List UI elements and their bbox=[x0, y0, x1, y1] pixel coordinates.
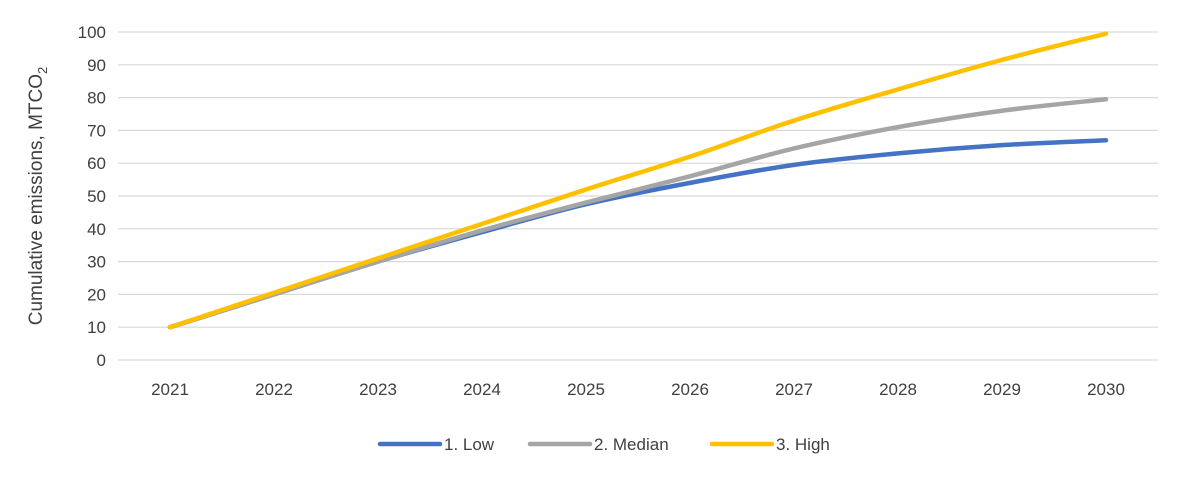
y-tick-label: 10 bbox=[87, 318, 106, 337]
x-tick-label: 2025 bbox=[567, 380, 605, 399]
series-lines bbox=[167, 31, 1109, 330]
y-axis-tick-labels: 0 10 20 30 40 50 60 70 80 90 100 bbox=[78, 23, 106, 370]
y-tick-label: 80 bbox=[87, 89, 106, 108]
x-tick-label: 2030 bbox=[1087, 380, 1125, 399]
series-line-3 bbox=[167, 31, 1109, 330]
y-tick-label: 0 bbox=[97, 351, 106, 370]
y-tick-label: 60 bbox=[87, 154, 106, 173]
x-axis-tick-labels: 2021 2022 2023 2024 2025 2026 2027 2028 2029 2030 bbox=[151, 380, 1125, 399]
x-tick-label: 2027 bbox=[775, 380, 813, 399]
x-tick-label: 2021 bbox=[151, 380, 189, 399]
x-tick-label: 2023 bbox=[359, 380, 397, 399]
legend-label-1: 1. Low bbox=[444, 435, 495, 454]
y-axis-title: Cumulative emissions, MTCO2 bbox=[26, 67, 50, 326]
legend-label-3: 3. High bbox=[776, 435, 830, 454]
y-tick-label: 90 bbox=[87, 56, 106, 75]
y-tick-label: 40 bbox=[87, 220, 106, 239]
x-tick-label: 2022 bbox=[255, 380, 293, 399]
x-tick-label: 2029 bbox=[983, 380, 1021, 399]
gridlines bbox=[118, 31, 1158, 361]
legend: 1. Low 2. Median 3. High bbox=[377, 435, 830, 454]
y-tick-label: 70 bbox=[87, 121, 106, 140]
y-tick-label: 30 bbox=[87, 253, 106, 272]
y-tick-label: 100 bbox=[78, 23, 106, 42]
x-tick-label: 2026 bbox=[671, 380, 709, 399]
y-tick-label: 50 bbox=[87, 187, 106, 206]
series-line-2 bbox=[167, 96, 1109, 330]
x-tick-label: 2024 bbox=[463, 380, 501, 399]
y-tick-label: 20 bbox=[87, 285, 106, 304]
x-tick-label: 2028 bbox=[879, 380, 917, 399]
legend-label-2: 2. Median bbox=[594, 435, 669, 454]
series-line-1 bbox=[167, 137, 1109, 330]
